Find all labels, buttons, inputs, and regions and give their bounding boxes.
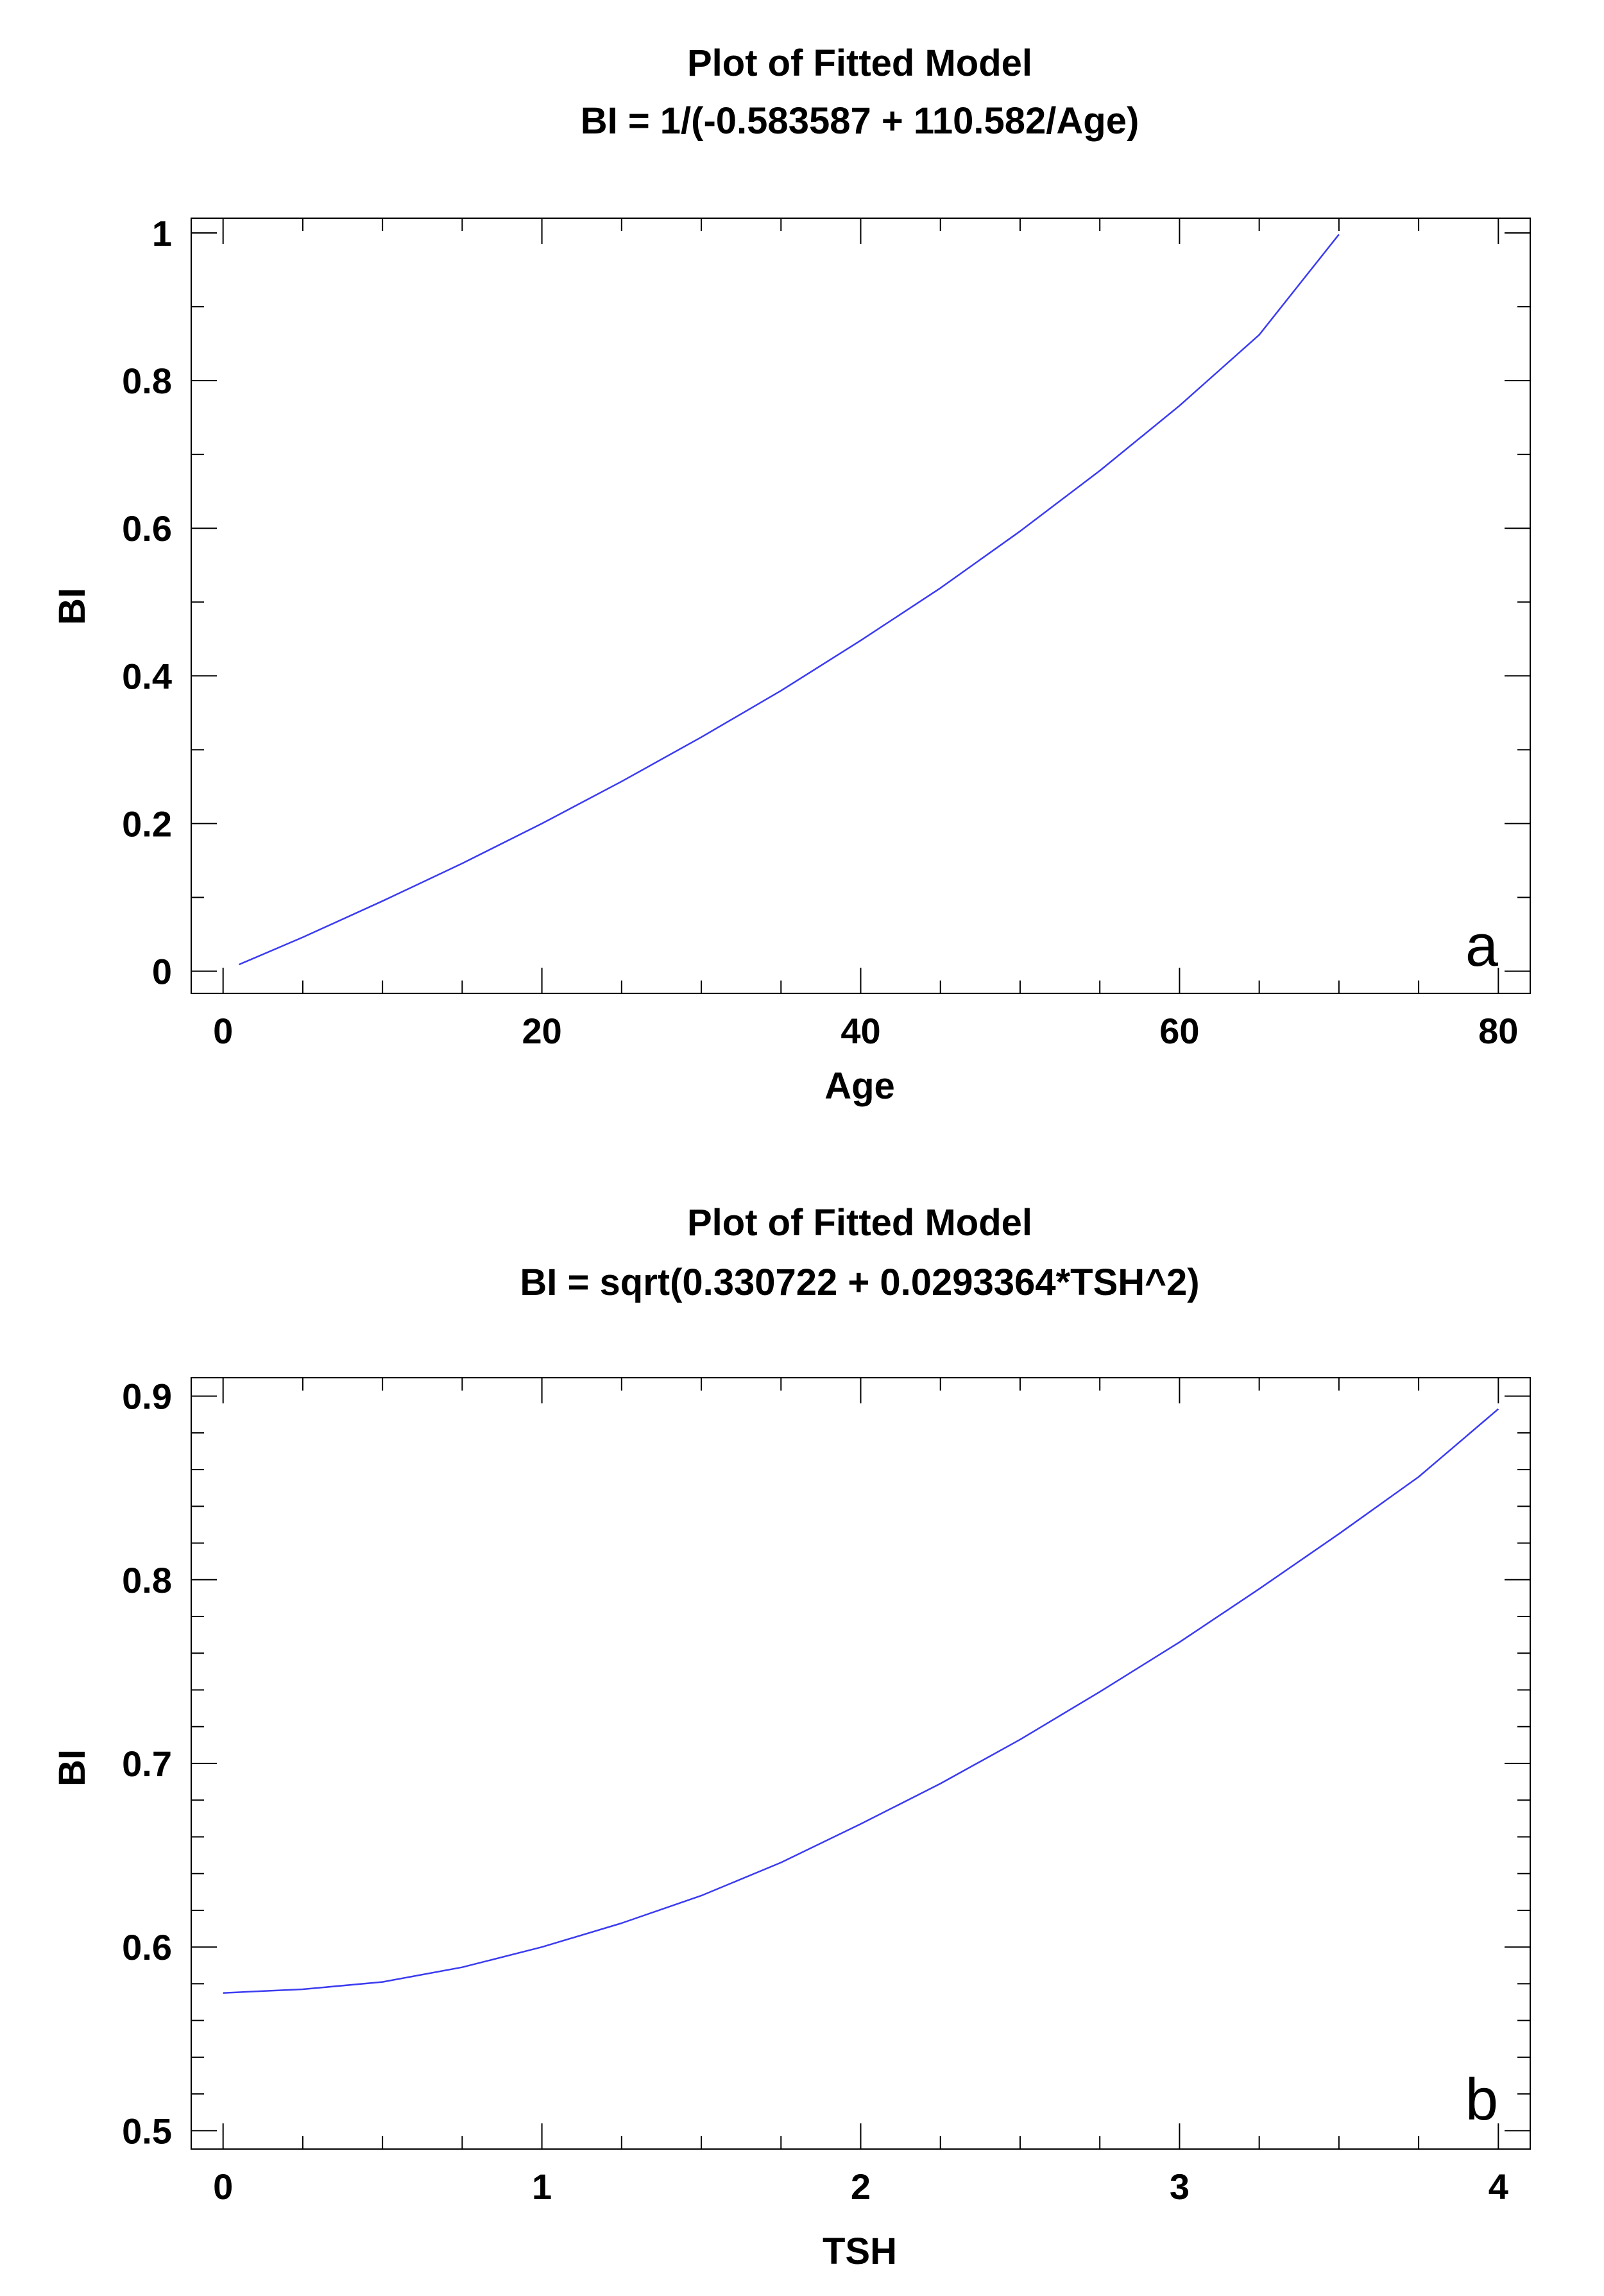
chart-a-xtick-label-60: 60: [1159, 1011, 1199, 1051]
chart-a-ytick-label-0p2: 0.2: [122, 803, 172, 844]
chart-a-plot: 0 20 40 60 80 0 0.2 0.4 0.6 0.8 1: [122, 213, 1531, 1051]
chart-a-xtick-label-40: 40: [840, 1011, 880, 1051]
chart-b-xlabel: TSH: [823, 2231, 897, 2272]
chart-b-ytick-label-0p7: 0.7: [122, 1743, 172, 1784]
chart-b-plot: 0 1 2 3 4 0.5 0.6 0.7 0.8 0.9: [122, 1376, 1531, 2207]
chart-b-xtick-label-1: 1: [532, 2166, 552, 2207]
chart-a-fitted-line: [239, 234, 1340, 966]
chart-b-ytick-label-0p6: 0.6: [122, 1927, 172, 1967]
chart-a-ytick-label-1: 1: [152, 213, 172, 253]
chart-b-xtick-label-4: 4: [1489, 2166, 1508, 2207]
chart-a-xtick-label-80: 80: [1478, 1011, 1518, 1051]
chart-b-ytick-label-0p5: 0.5: [122, 2111, 172, 2151]
chart-a-ytick-label-0: 0: [152, 951, 172, 991]
chart-a-frame: [191, 218, 1531, 994]
chart-b-ylabel: BI: [51, 1749, 93, 1786]
chart-a-xlabel: Age: [824, 1065, 895, 1107]
chart-b-title: Plot of Fitted Model: [687, 1202, 1032, 1244]
chart-a-ytick-label-0p4: 0.4: [122, 656, 172, 696]
chart-b-xtick-label-2: 2: [851, 2166, 871, 2207]
chart-b-subtitle: BI = sqrt(0.330722 + 0.0293364*TSH^2): [520, 1262, 1199, 1303]
chart-a-xtick-label-0: 0: [213, 1011, 233, 1051]
chart-b-fitted-line: [223, 1408, 1499, 1994]
chart-a-xtick-label-20: 20: [522, 1011, 561, 1051]
chart-a-annotation: a: [1465, 913, 1499, 979]
chart-b-xtick-label-3: 3: [1170, 2166, 1190, 2207]
chart-a-ytick-label-0p6: 0.6: [122, 508, 172, 549]
chart-a-ylabel: BI: [51, 588, 93, 625]
chart-b-frame: [191, 1377, 1531, 2150]
chart-a-title: Plot of Fitted Model: [687, 42, 1032, 84]
chart-a-ytick-label-0p8: 0.8: [122, 361, 172, 401]
chart-b-annotation: b: [1465, 2067, 1498, 2132]
chart-b-ytick-label-0p8: 0.8: [122, 1560, 172, 1600]
chart-a-subtitle: BI = 1/(-0.583587 + 110.582/Age): [581, 100, 1139, 142]
chart-b-xtick-label-0: 0: [213, 2166, 233, 2207]
chart-b-ytick-label-0p9: 0.9: [122, 1376, 172, 1417]
